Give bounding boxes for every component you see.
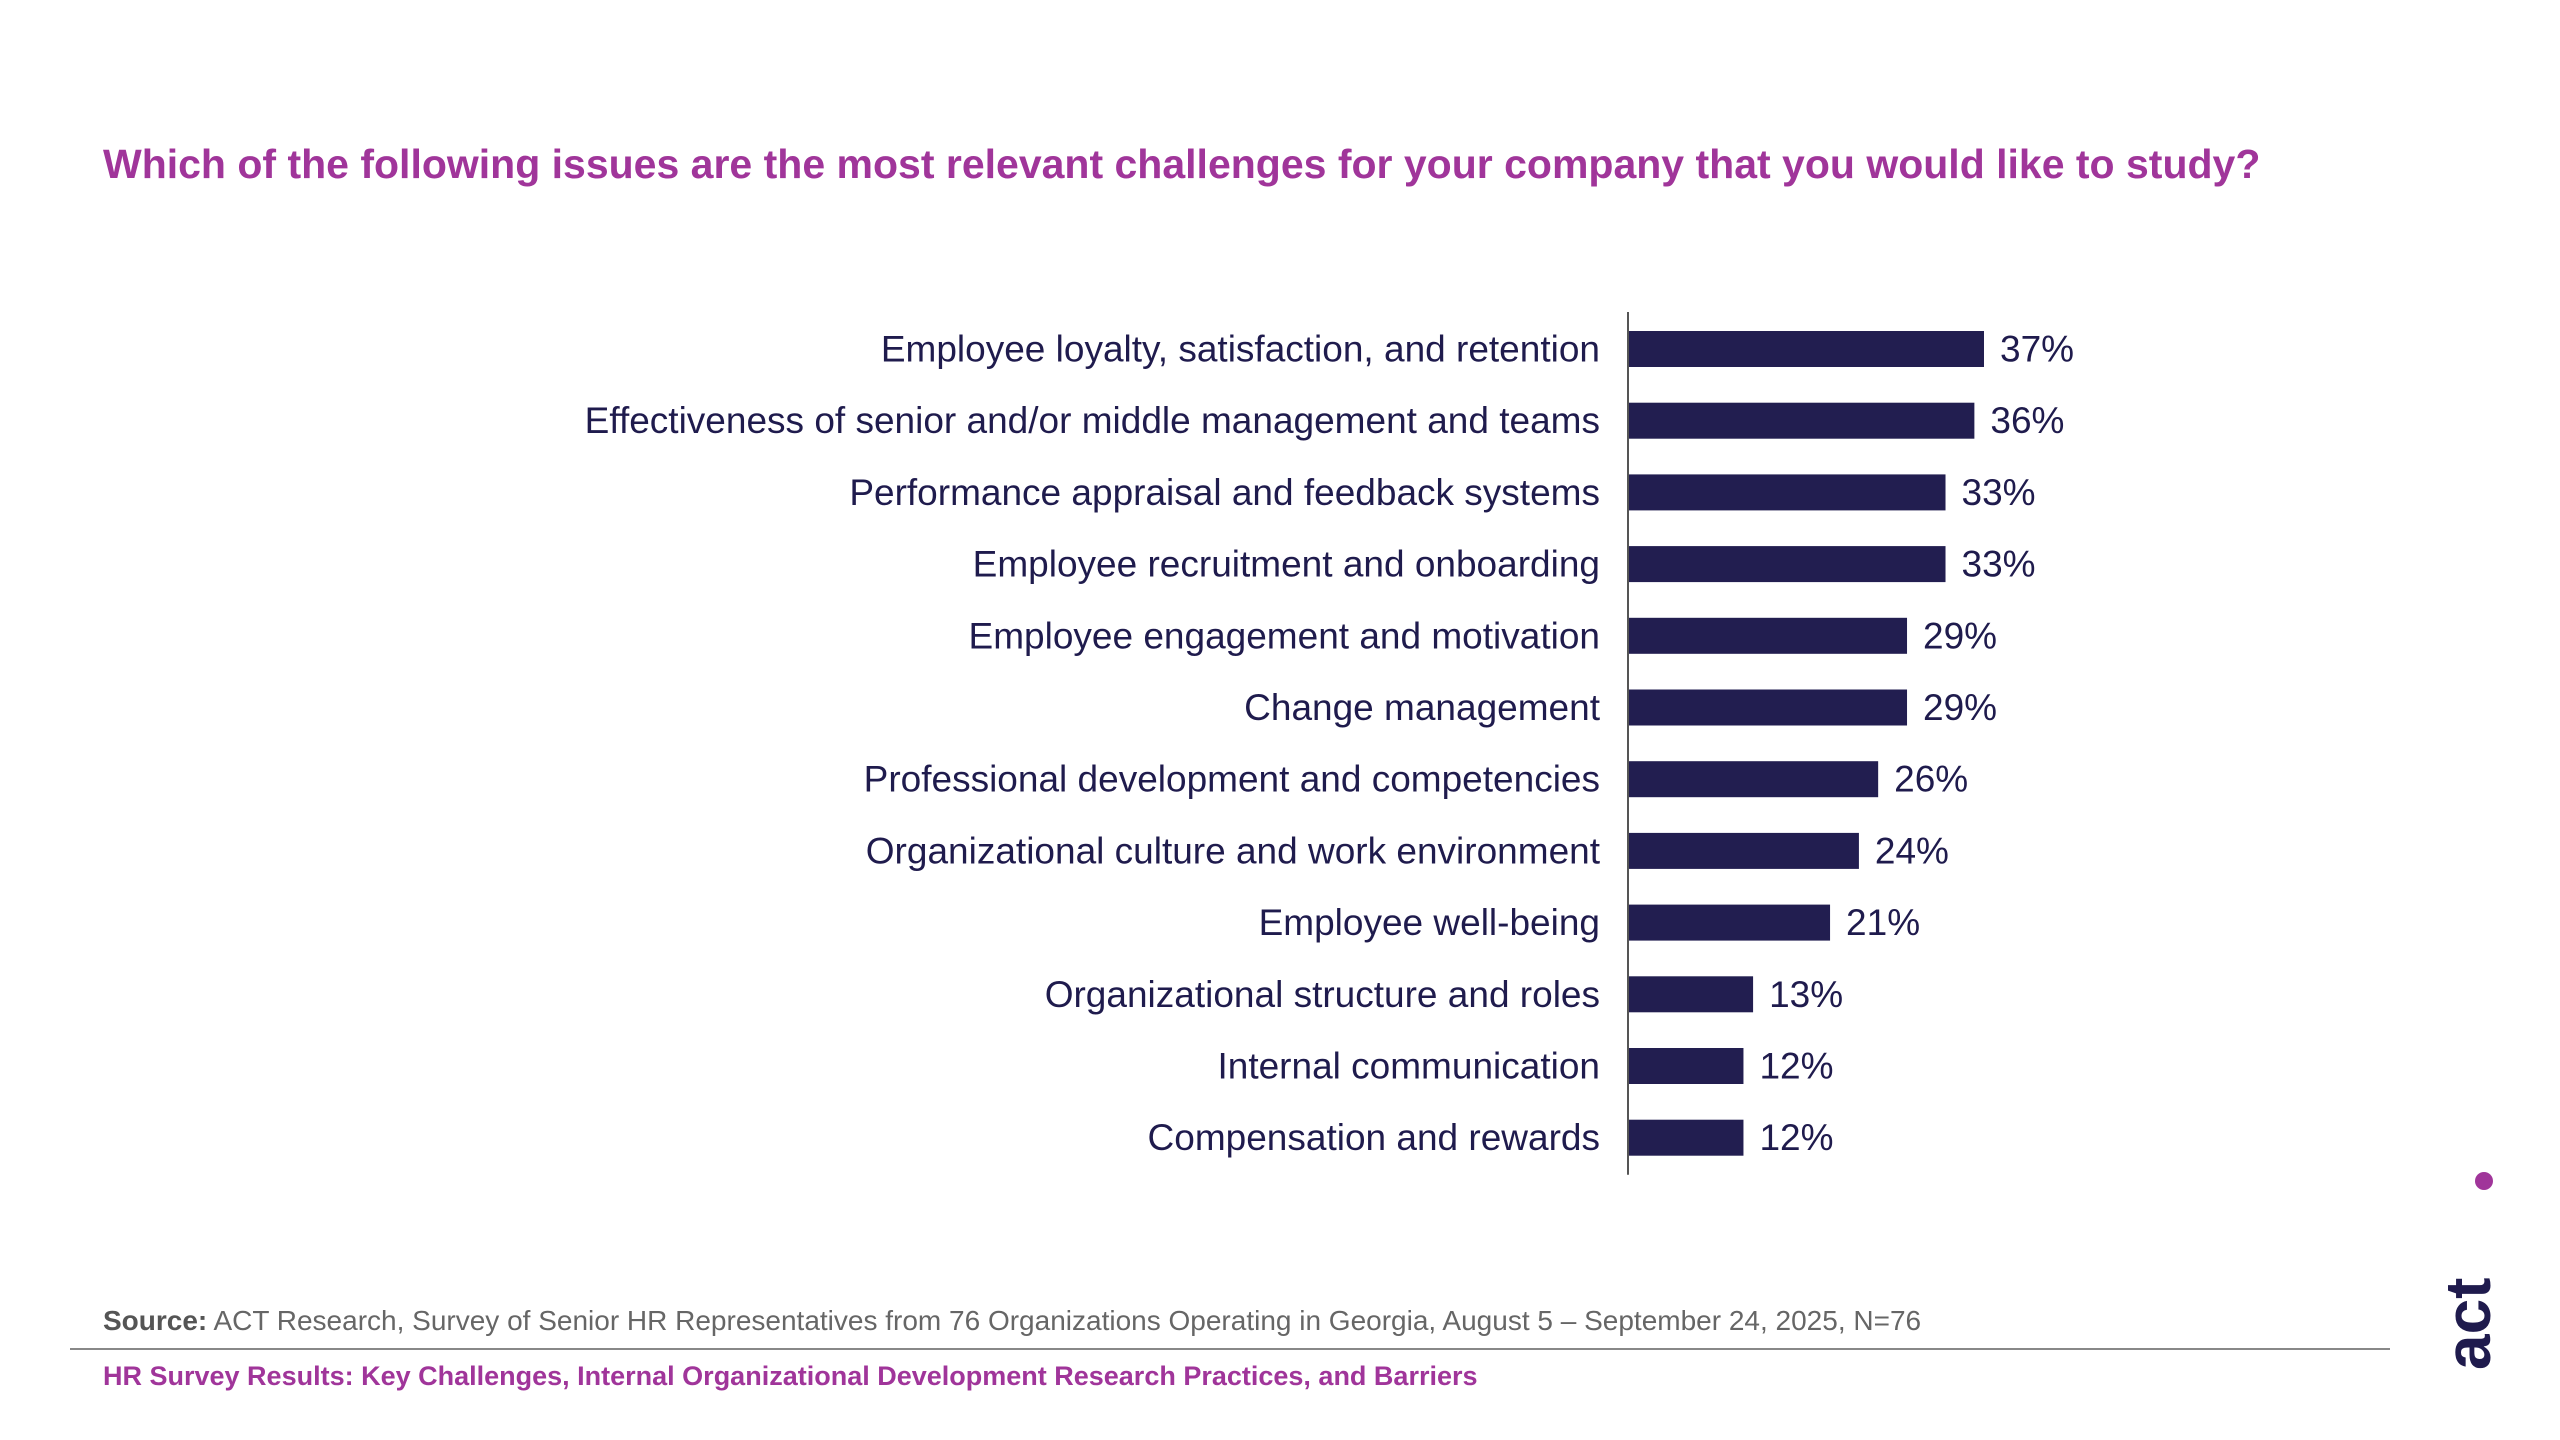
bar (1628, 546, 1946, 583)
source-note: Source: ACT Research, Survey of Senior H… (103, 1305, 1921, 1337)
value-label: 36% (1990, 400, 2064, 441)
chart-title: Which of the following issues are the mo… (103, 141, 2261, 187)
value-label: 24% (1875, 830, 1949, 871)
category-label: Compensation and rewards (1148, 1117, 1600, 1158)
category-label: Organizational structure and roles (1045, 974, 1600, 1015)
category-label: Performance appraisal and feedback syste… (849, 472, 1600, 513)
logo-dot (2475, 1172, 2493, 1190)
logo-text: act (2440, 1278, 2500, 1371)
source-text: ACT Research, Survey of Senior HR Repres… (213, 1305, 1922, 1336)
bars (1628, 331, 1984, 1156)
bar (1628, 331, 1984, 367)
bar (1628, 1119, 1744, 1156)
category-label: Professional development and competencie… (864, 759, 1600, 800)
bar (1628, 761, 1879, 798)
bar-chart: Employee loyalty, satisfaction, and rete… (585, 312, 2074, 1175)
footer-divider (70, 1348, 2390, 1350)
category-labels: Employee loyalty, satisfaction, and rete… (585, 329, 1601, 1159)
value-label: 29% (1923, 615, 1997, 656)
category-label: Effectiveness of senior and/or middle ma… (585, 400, 1600, 441)
category-label: Change management (1244, 687, 1601, 728)
category-label: Employee well-being (1259, 902, 1600, 943)
value-label: 33% (1962, 544, 2036, 585)
value-label: 37% (2000, 329, 2074, 370)
category-label: Employee loyalty, satisfaction, and rete… (881, 329, 1600, 370)
value-labels: 37% 36% 33% 33% 29% 29% 26% 24% 21%13% 12% 12% (1759, 329, 2074, 1159)
bar (1628, 402, 1975, 439)
category-label: Employee recruitment and onboarding (973, 544, 1600, 585)
value-label: 33% (1962, 472, 2036, 513)
bar (1628, 976, 1754, 1013)
category-label: Employee engagement and motivation (969, 615, 1600, 656)
value-label: 26% (1894, 759, 1968, 800)
act-logo-icon: act (2440, 1172, 2500, 1371)
bar (1628, 832, 1859, 869)
value-label: 29% (1923, 687, 1997, 728)
value-label: 12% (1759, 1117, 1833, 1158)
value-label: 13% (1769, 974, 1843, 1015)
bar (1628, 689, 1908, 726)
bar (1628, 904, 1831, 941)
bar (1628, 1048, 1744, 1084)
value-label: 21% (1846, 902, 1920, 943)
bar (1628, 617, 1908, 654)
category-label: Internal communication (1217, 1046, 1600, 1087)
source-label: Source: (103, 1305, 208, 1336)
bar (1628, 474, 1946, 511)
category-label: Organizational culture and work environm… (866, 830, 1601, 871)
footer-title: HR Survey Results: Key Challenges, Inter… (103, 1361, 1478, 1391)
value-label: 12% (1759, 1046, 1833, 1087)
